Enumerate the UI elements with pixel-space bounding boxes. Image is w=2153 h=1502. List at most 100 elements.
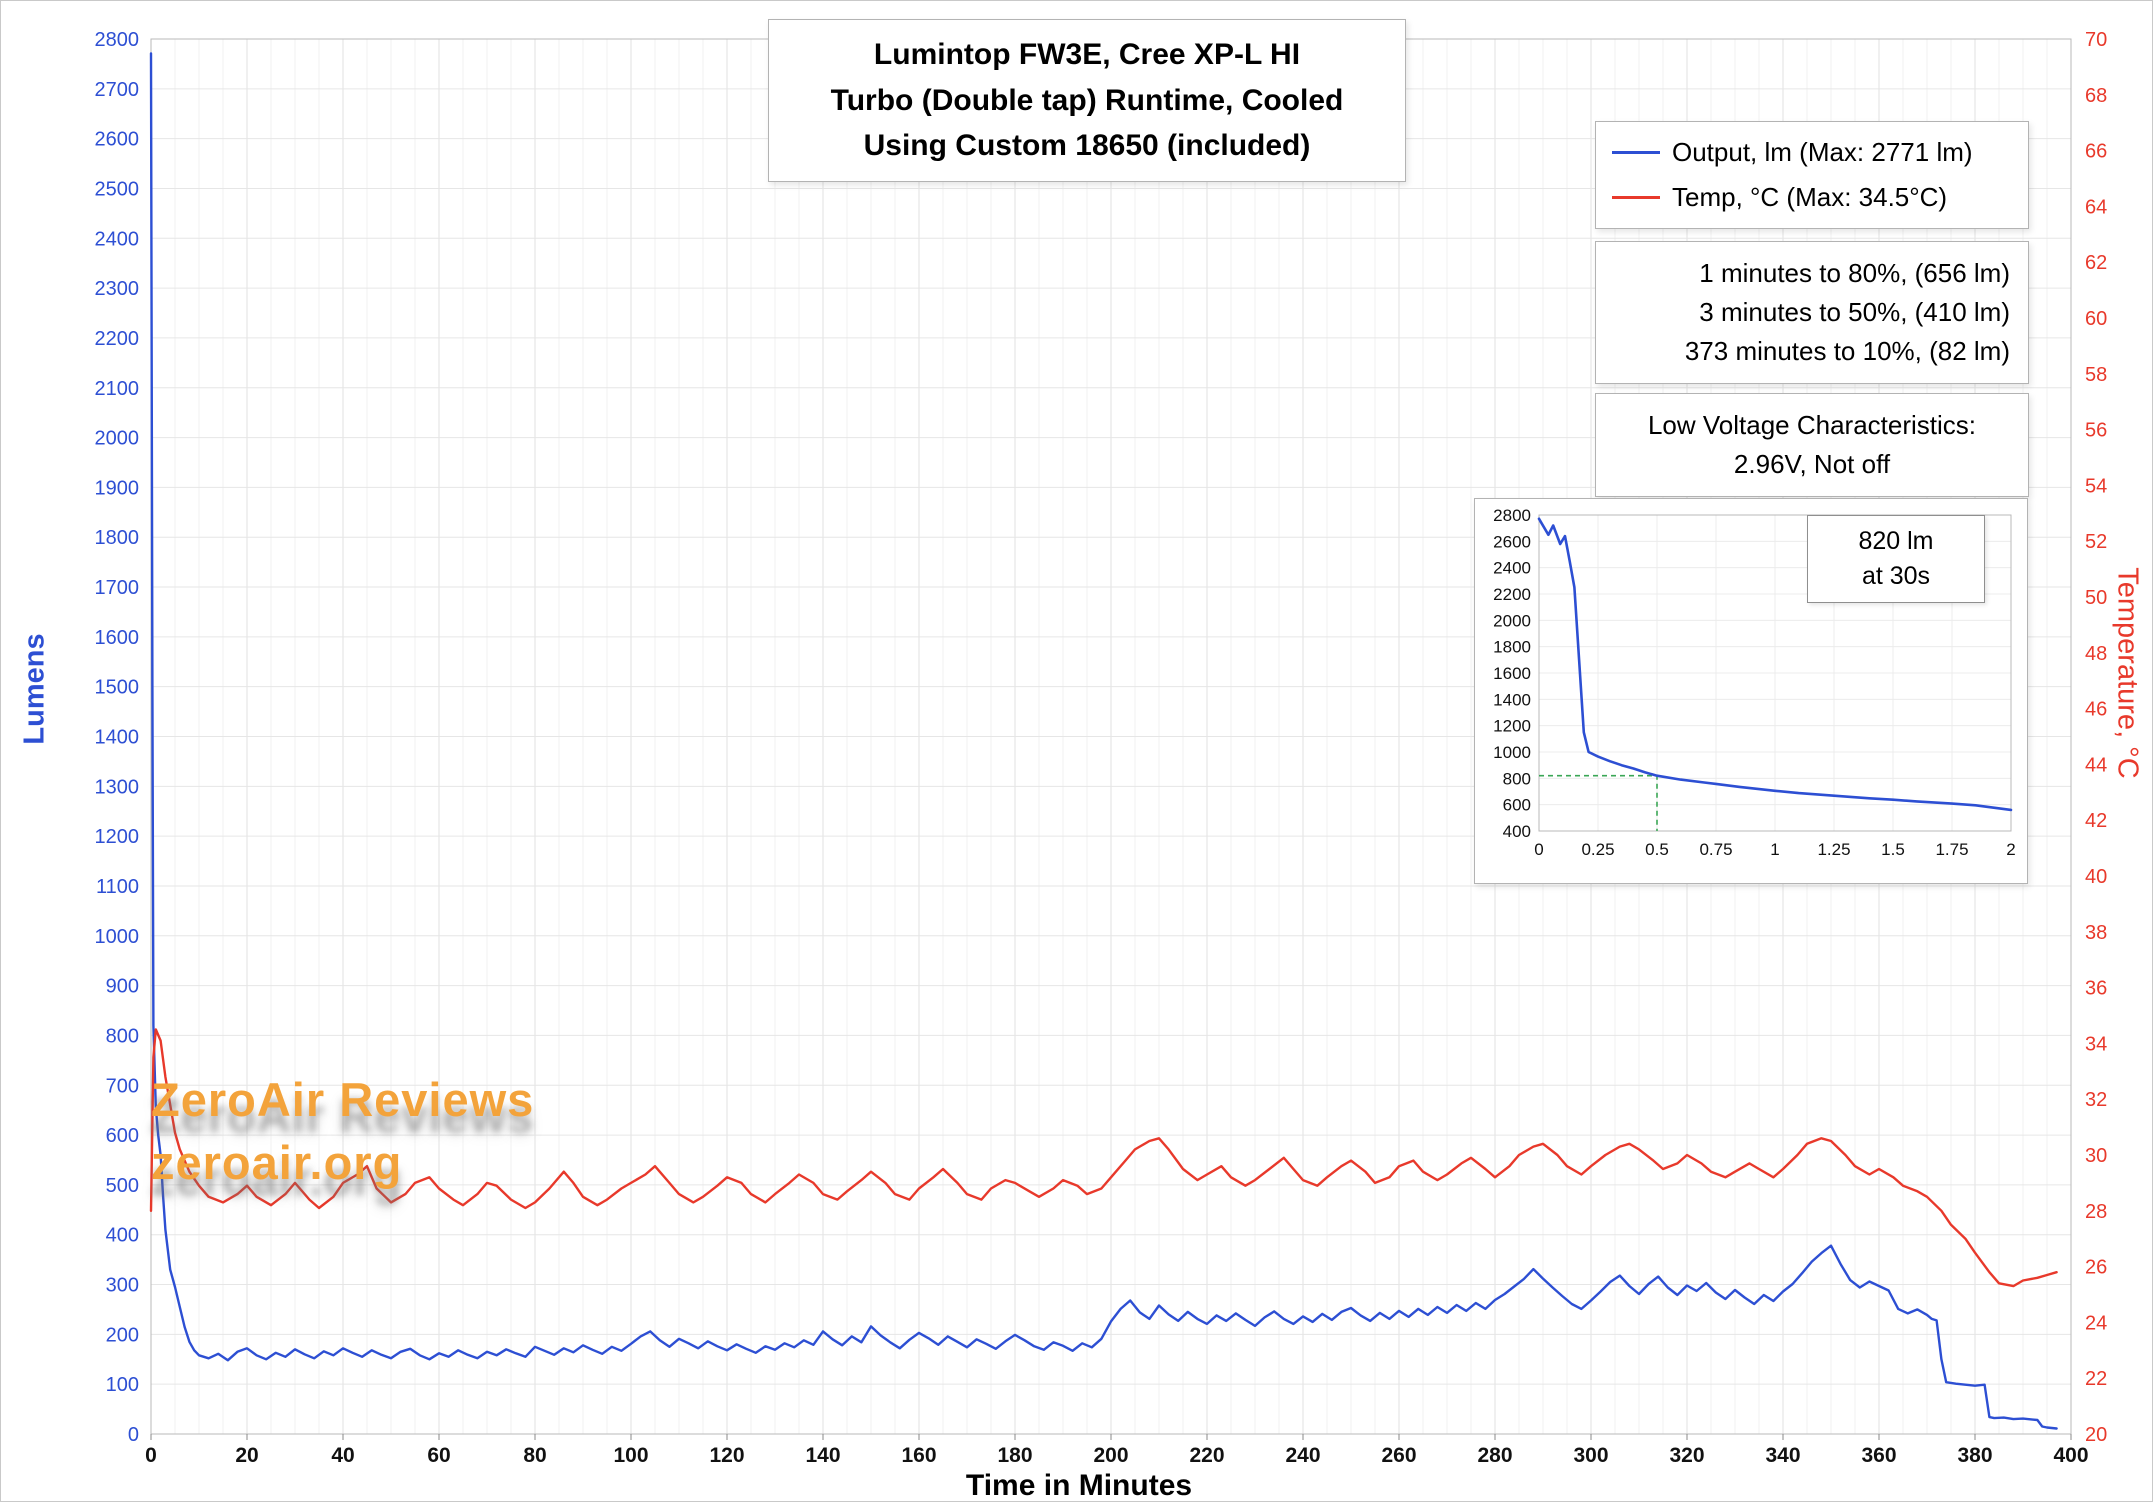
y-left-tick-label: 800 [106,1025,139,1047]
y-left-tick-label: 600 [106,1125,139,1147]
y-right-tick-label: 54 [2085,475,2107,497]
y-left-tick-label: 1600 [95,627,140,649]
y-right-tick-label: 50 [2085,587,2107,609]
watermark-line1: ZeroAir Reviews [151,1073,535,1126]
inset-annotation-line1: 820 lm [1858,527,1934,555]
x-tick-label: 120 [709,1444,744,1467]
y-left-tick-label: 1400 [95,727,140,749]
y-right-tick-label: 28 [2085,1201,2107,1223]
x-tick-label: 280 [1477,1444,1512,1467]
inset-x-tick-label: 1.5 [1881,840,1905,859]
y-right-tick-label: 60 [2085,308,2107,330]
x-tick-label: 80 [523,1444,546,1467]
y-axis-title-temperature: Temperature, °C [2111,567,2144,779]
inset-x-tick-label: 0.5 [1645,840,1669,859]
x-tick-label: 140 [805,1444,840,1467]
legend-output-label: Output, lm (Max: 2771 lm) [1672,137,1973,167]
y-right-tick-label: 68 [2085,85,2107,107]
y-axis-title-lumens: Lumens [18,633,51,745]
inset-x-tick-label: 0.25 [1581,840,1614,859]
y-right-tick-label: 34 [2085,1033,2107,1055]
inset-x-tick-label: 1.25 [1817,840,1850,859]
y-right-tick-label: 20 [2085,1424,2107,1446]
x-tick-label: 260 [1381,1444,1416,1467]
y-left-tick-label: 1200 [95,826,140,848]
y-right-tick-label: 40 [2085,866,2107,888]
y-left-tick-label: 200 [106,1324,139,1346]
y-left-tick-label: 1500 [95,677,140,699]
stat-line-80pct: 1 minutes to 80%, (656 lm) [1699,258,2010,288]
chart-title-line1: Lumintop FW3E, Cree XP-L HI [873,38,1301,71]
y-left-tick-label: 400 [106,1225,139,1247]
y-right-tick-label: 30 [2085,1145,2107,1167]
inset-y-tick-label: 1800 [1493,638,1531,657]
inset-y-tick-label: 1600 [1493,664,1531,683]
y-right-tick-label: 26 [2085,1257,2107,1279]
y-left-tick-label: 2500 [95,178,140,200]
chart-title-line3: Using Custom 18650 (included) [863,129,1311,163]
x-axis-title: Time in Minutes [965,1469,1193,1502]
y-left-tick-label: 2300 [95,278,140,300]
x-tick-label: 20 [235,1444,258,1467]
inset-y-tick-label: 400 [1503,822,1531,841]
inset-x-tick-label: 0 [1534,840,1543,859]
y-right-tick-label: 36 [2085,978,2107,1000]
x-tick-label: 220 [1189,1444,1224,1467]
y-left-tick-label: 2800 [95,29,140,51]
inset-x-tick-label: 1 [1770,840,1779,859]
y-right-tick-label: 70 [2085,29,2107,51]
inset-x-tick-label: 0.75 [1699,840,1732,859]
inset-chart-panel: 400 600 800 1000 1200 1400 1600 1800 2000 2200 240… [1474,498,2028,884]
y-left-tick-label: 0 [128,1424,139,1446]
x-tick-label: 40 [331,1444,354,1467]
series-line-output [149,52,2058,1430]
y-right-tick-label: 42 [2085,810,2107,832]
y-right-tick-label: 58 [2085,364,2107,386]
x-tick-label: 160 [901,1444,936,1467]
y-left-tick-label: 2200 [95,328,140,350]
x-tick-label: 100 [613,1444,648,1467]
low-voltage-line1: Low Voltage Characteristics: [1647,410,1977,440]
y-left-tick-label: 500 [106,1175,139,1197]
y-left-tick-label: 1300 [95,776,140,798]
legend-row-output: Output, lm (Max: 2771 lm) [1612,130,2012,175]
y-right-tick-label: 46 [2085,699,2107,721]
inset-y-tick-label: 2000 [1493,611,1531,630]
inset-chart-svg: 400 600 800 1000 1200 1400 1600 1800 2000 2200 240… [1493,506,2016,859]
output-line-swatch [1612,151,1660,154]
x-tick-label: 60 [427,1444,450,1467]
inset-y-tick-label: 800 [1503,769,1531,788]
y-right-tick-label: 66 [2085,141,2107,163]
y-left-tick-label: 2700 [95,79,140,101]
watermark-line2: zeroair.org [151,1135,403,1189]
y-left-tick-label: 2000 [95,428,140,450]
y-right-tick-label: 52 [2085,531,2107,553]
inset-y-tick-label: 2600 [1493,532,1531,551]
inset-y-tick-label: 1000 [1493,743,1531,762]
x-tick-label: 240 [1285,1444,1320,1467]
temp-line-swatch [1612,196,1660,199]
watermark: ZeroAir Reviews zeroair.org [151,1069,534,1195]
y-left-tick-label: 2100 [95,378,140,400]
low-voltage-box: Low Voltage Characteristics: 2.96V, Not … [1595,393,2029,497]
series-line-temp [149,1028,2058,1288]
inset-y-tick-label: 2800 [1493,506,1531,525]
x-tick-label: 360 [1861,1444,1896,1467]
inset-x-tick-label: 2 [2006,840,2015,859]
y-left-tick-label: 2400 [95,228,140,250]
inset-y-tick-label: 600 [1503,796,1531,815]
y-left-tick-label: 1700 [95,577,140,599]
y-right-tick-label: 62 [2085,252,2107,274]
chart-title-box: Lumintop FW3E, Cree XP-L HI Turbo (Doubl… [768,19,1406,182]
y-right-tick-label: 24 [2085,1312,2107,1334]
y-right-tick-label: 64 [2085,196,2107,218]
chart-title-line2: Turbo (Double tap) Runtime, Cooled [830,83,1344,117]
x-tick-label: 200 [1093,1444,1128,1467]
inset-y-tick-label: 1400 [1493,690,1531,709]
legend-box: Output, lm (Max: 2771 lm) Temp, °C (Max:… [1595,121,2029,229]
y-right-tick-label: 22 [2085,1368,2107,1390]
y-left-tick-label: 700 [106,1075,139,1097]
x-tick-label: 320 [1669,1444,1704,1467]
y-right-tick-label: 38 [2085,922,2107,944]
y-right-tick-label: 32 [2085,1089,2107,1111]
